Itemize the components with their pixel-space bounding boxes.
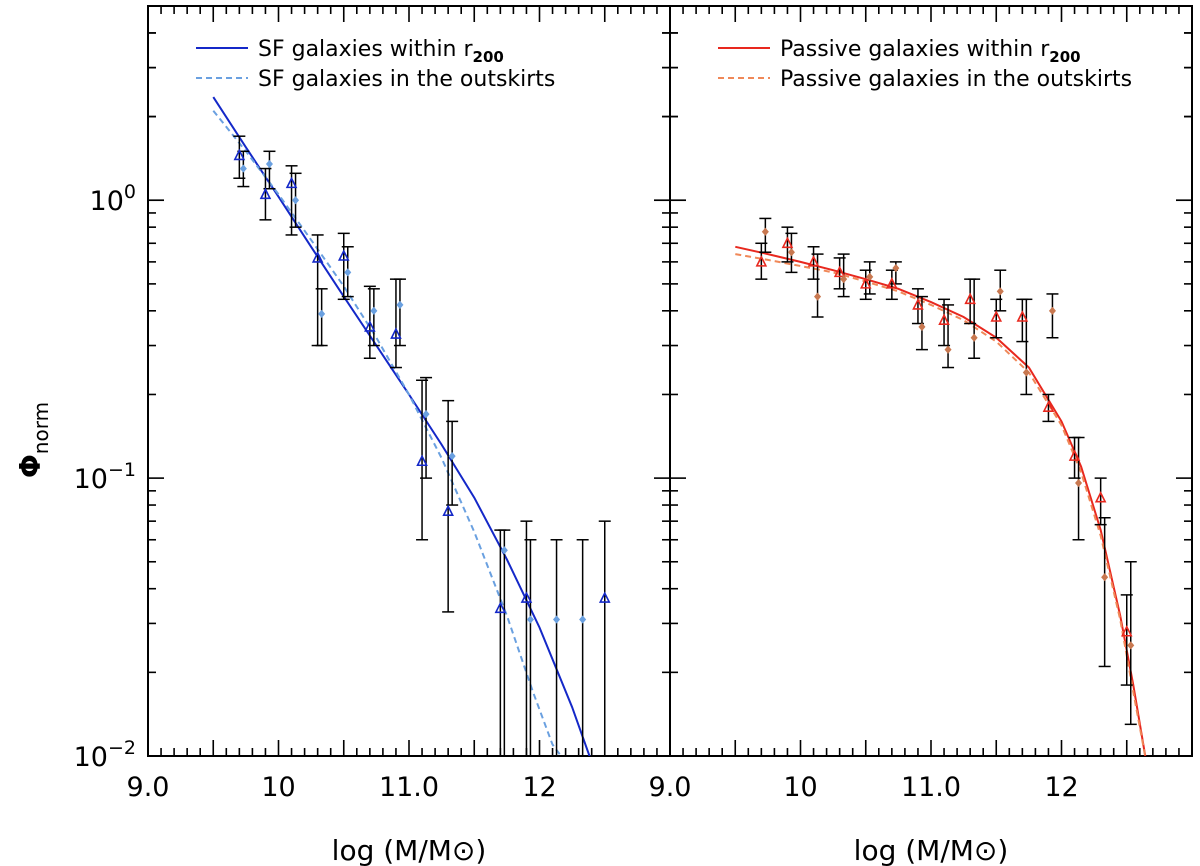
y-tick-exponent: −1 (108, 459, 136, 481)
data-point-diamond (526, 615, 534, 624)
data-point-diamond (814, 292, 822, 301)
data-point-diamond (239, 164, 247, 173)
data-point-triangle (1042, 400, 1055, 412)
data-point-diamond (892, 263, 900, 273)
data-point-triangle (442, 504, 454, 517)
legend-text: Passive galaxies within r (780, 37, 1050, 62)
data-point-diamond (1022, 368, 1030, 377)
data-point-triangle (990, 310, 1003, 322)
plot-area (212, 96, 611, 756)
data-point-diamond (318, 309, 326, 318)
legend-text: Passive galaxies in the outskirts (780, 67, 1132, 92)
data-point-diamond (448, 451, 456, 461)
x-tick-label: 10 (261, 772, 295, 803)
data-point-triangle (364, 320, 376, 332)
data-point-diamond (370, 306, 378, 315)
data-point-diamond (840, 275, 848, 284)
data-point-diamond (579, 615, 587, 624)
data-point-triangle (1120, 624, 1133, 637)
x-tick-label: 11.0 (901, 772, 961, 803)
x-tick-label: 12 (522, 772, 556, 803)
x-tick-label: 11.0 (379, 772, 439, 803)
data-point-diamond (918, 322, 926, 332)
y-tick-exponent: −2 (108, 737, 136, 759)
data-point-triangle (859, 277, 872, 289)
data-point-diamond (866, 272, 874, 281)
y-tick-base: 10 (90, 186, 124, 217)
data-point-diamond (787, 248, 795, 257)
y-axis-label: Φnorm (14, 402, 53, 478)
plot-area (735, 217, 1147, 756)
data-point-triangle (833, 265, 846, 278)
data-point-diamond (500, 546, 508, 555)
data-point-triangle (886, 277, 898, 289)
data-point-diamond (944, 345, 952, 354)
data-point-triangle (1094, 490, 1107, 503)
legend-label: Passive galaxies in the outskirts (780, 67, 1132, 92)
data-point-triangle (416, 454, 428, 467)
y-tick-label: 10−2 (74, 737, 136, 773)
legend-label: SF galaxies in the outskirts (258, 67, 555, 92)
data-point-diamond (396, 300, 404, 310)
data-point-diamond (1075, 478, 1083, 488)
data-point-triangle (311, 251, 324, 263)
x-axis-label: log (M/M⊙) (332, 834, 487, 866)
data-point-triangle (964, 292, 976, 305)
right-panel-passive-galaxies: 9.0 10 11.0 12 log (M/M⊙) Passive galaxies wi… (649, 5, 1193, 866)
data-point-triangle (285, 176, 298, 189)
x-axis-label: log (M/M⊙) (854, 834, 1009, 866)
legend-label: SF galaxies within r200 (258, 37, 504, 66)
legend-text: SF galaxies in the outskirts (258, 67, 555, 92)
data-point-triangle (938, 313, 950, 326)
data-point-triangle (755, 255, 768, 267)
y-tick-base: 10 (74, 464, 108, 495)
data-point-diamond (1101, 573, 1109, 582)
data-point-diamond (553, 615, 561, 624)
y-tick-exponent: 0 (124, 181, 136, 203)
data-point-triangle (233, 148, 246, 161)
x-tick-label: 9.0 (649, 772, 692, 803)
y-tick-base: 10 (74, 742, 108, 773)
data-point-diamond (970, 333, 978, 342)
data-point-diamond (761, 227, 769, 236)
x-tick-label: 12 (1044, 772, 1078, 803)
data-point-diamond (265, 159, 273, 169)
data-point-diamond (292, 196, 300, 205)
data-point-diamond (422, 409, 430, 419)
data-point-triangle (807, 255, 820, 267)
x-tick-label: 10 (783, 772, 817, 803)
data-point-diamond (1127, 641, 1135, 650)
y-tick-label: 100 (90, 181, 136, 217)
data-point-diamond (996, 287, 1004, 296)
fit-curve (212, 110, 563, 756)
data-point-triangle (781, 236, 794, 249)
data-point-triangle (1016, 310, 1029, 322)
data-point-diamond (344, 268, 352, 277)
data-point-triangle (912, 298, 924, 310)
legend-label: Passive galaxies within r200 (780, 37, 1081, 66)
data-point-triangle (520, 591, 533, 603)
legend-subscript: 200 (473, 48, 504, 66)
legend-text: SF galaxies within r (258, 37, 473, 62)
data-point-triangle (494, 601, 507, 614)
data-point-diamond (1048, 306, 1056, 315)
data-point-triangle (1068, 449, 1081, 461)
y-tick-label: 10−1 (74, 459, 136, 495)
data-point-triangle (259, 187, 272, 200)
data-point-triangle (390, 327, 402, 339)
x-tick-label: 9.0 (127, 772, 170, 803)
data-point-triangle (598, 591, 611, 603)
legend-subscript: 200 (1049, 48, 1080, 66)
data-point-triangle (337, 249, 350, 261)
plot-frame (669, 5, 1193, 757)
fit-curve (735, 253, 1147, 756)
